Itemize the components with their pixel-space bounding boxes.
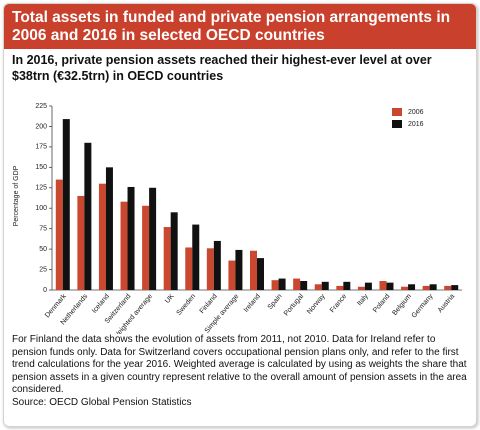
chart-subtitle: In 2016, private pension assets reached … <box>12 53 432 83</box>
legend-label: 2016 <box>408 121 424 128</box>
notes-block: For Finland the data shows the evolution… <box>12 334 470 410</box>
source: Source: OECD Global Pension Statistics <box>12 396 192 408</box>
bar <box>293 278 301 290</box>
bar <box>386 282 394 290</box>
bar <box>336 285 344 290</box>
x-tick-label: Iceland <box>91 293 111 315</box>
x-tick-label: UK <box>164 293 176 305</box>
legend-swatch <box>392 120 402 128</box>
bar <box>55 179 63 290</box>
legend-label: 2006 <box>408 109 424 116</box>
bar <box>257 258 264 290</box>
x-tick-label: Spain <box>267 293 284 311</box>
chart: Percentage of GDP 0 25 50 75 100 125 150 175 200… <box>13 103 462 334</box>
bar <box>77 195 85 290</box>
bar <box>357 286 365 290</box>
bar <box>408 284 416 290</box>
bar <box>451 285 459 290</box>
x-tick-label: Portugal <box>283 293 305 318</box>
x-tick-label: Norway <box>306 293 327 316</box>
bar <box>300 281 308 290</box>
bar <box>444 285 452 290</box>
bar <box>120 201 128 290</box>
x-tick-label: Austria <box>437 293 456 314</box>
y-tick-label: 225 <box>35 103 47 110</box>
bar <box>142 205 150 290</box>
bar <box>379 281 387 290</box>
notes: For Finland the data shows the evolution… <box>12 334 467 396</box>
bar <box>364 282 372 290</box>
bar <box>105 167 113 290</box>
panel: Total assets in funded and private pensi… <box>3 3 477 427</box>
bar <box>149 187 157 290</box>
x-tick-label: France <box>329 293 348 314</box>
x-tick-label: Germany <box>411 293 435 320</box>
y-tick-label: 175 <box>35 144 47 151</box>
bar <box>98 183 106 290</box>
bar <box>271 280 279 290</box>
bar <box>185 247 193 290</box>
bar <box>192 224 200 290</box>
bar <box>84 142 92 290</box>
bar <box>250 250 257 290</box>
bar <box>170 212 178 290</box>
y-tick-label: 200 <box>35 123 47 130</box>
chart-title: Total assets in funded and private pensi… <box>4 4 476 49</box>
bar <box>213 240 221 290</box>
x-tick-label: Finland <box>199 293 219 315</box>
x-tick-label: Poland <box>372 293 391 314</box>
bar <box>228 260 236 290</box>
y-tick-label: 150 <box>35 164 47 171</box>
bar <box>235 249 243 290</box>
bar <box>62 119 70 290</box>
y-tick-label: 50 <box>39 246 47 253</box>
bar <box>127 186 135 290</box>
y-tick-label: 75 <box>39 226 47 233</box>
y-tick-label: 100 <box>35 205 47 212</box>
bar <box>422 285 430 290</box>
bar <box>314 284 322 290</box>
bar <box>206 248 214 290</box>
bar <box>343 281 351 290</box>
bar <box>163 227 171 290</box>
y-tick-label: 0 <box>43 287 47 294</box>
bar <box>401 286 409 290</box>
legend-swatch <box>392 108 402 116</box>
bar <box>321 281 329 290</box>
x-tick-label: Belgium <box>391 293 413 317</box>
bar <box>278 278 286 290</box>
x-tick-label: Ireland <box>243 293 262 314</box>
y-tick-label: 25 <box>39 266 47 273</box>
y-tick-label: 125 <box>35 185 47 192</box>
bar <box>429 284 437 290</box>
y-axis-label: Percentage of GDP <box>13 165 20 226</box>
x-tick-label: Sweden <box>176 293 198 317</box>
x-tick-label: Italy <box>356 293 370 308</box>
